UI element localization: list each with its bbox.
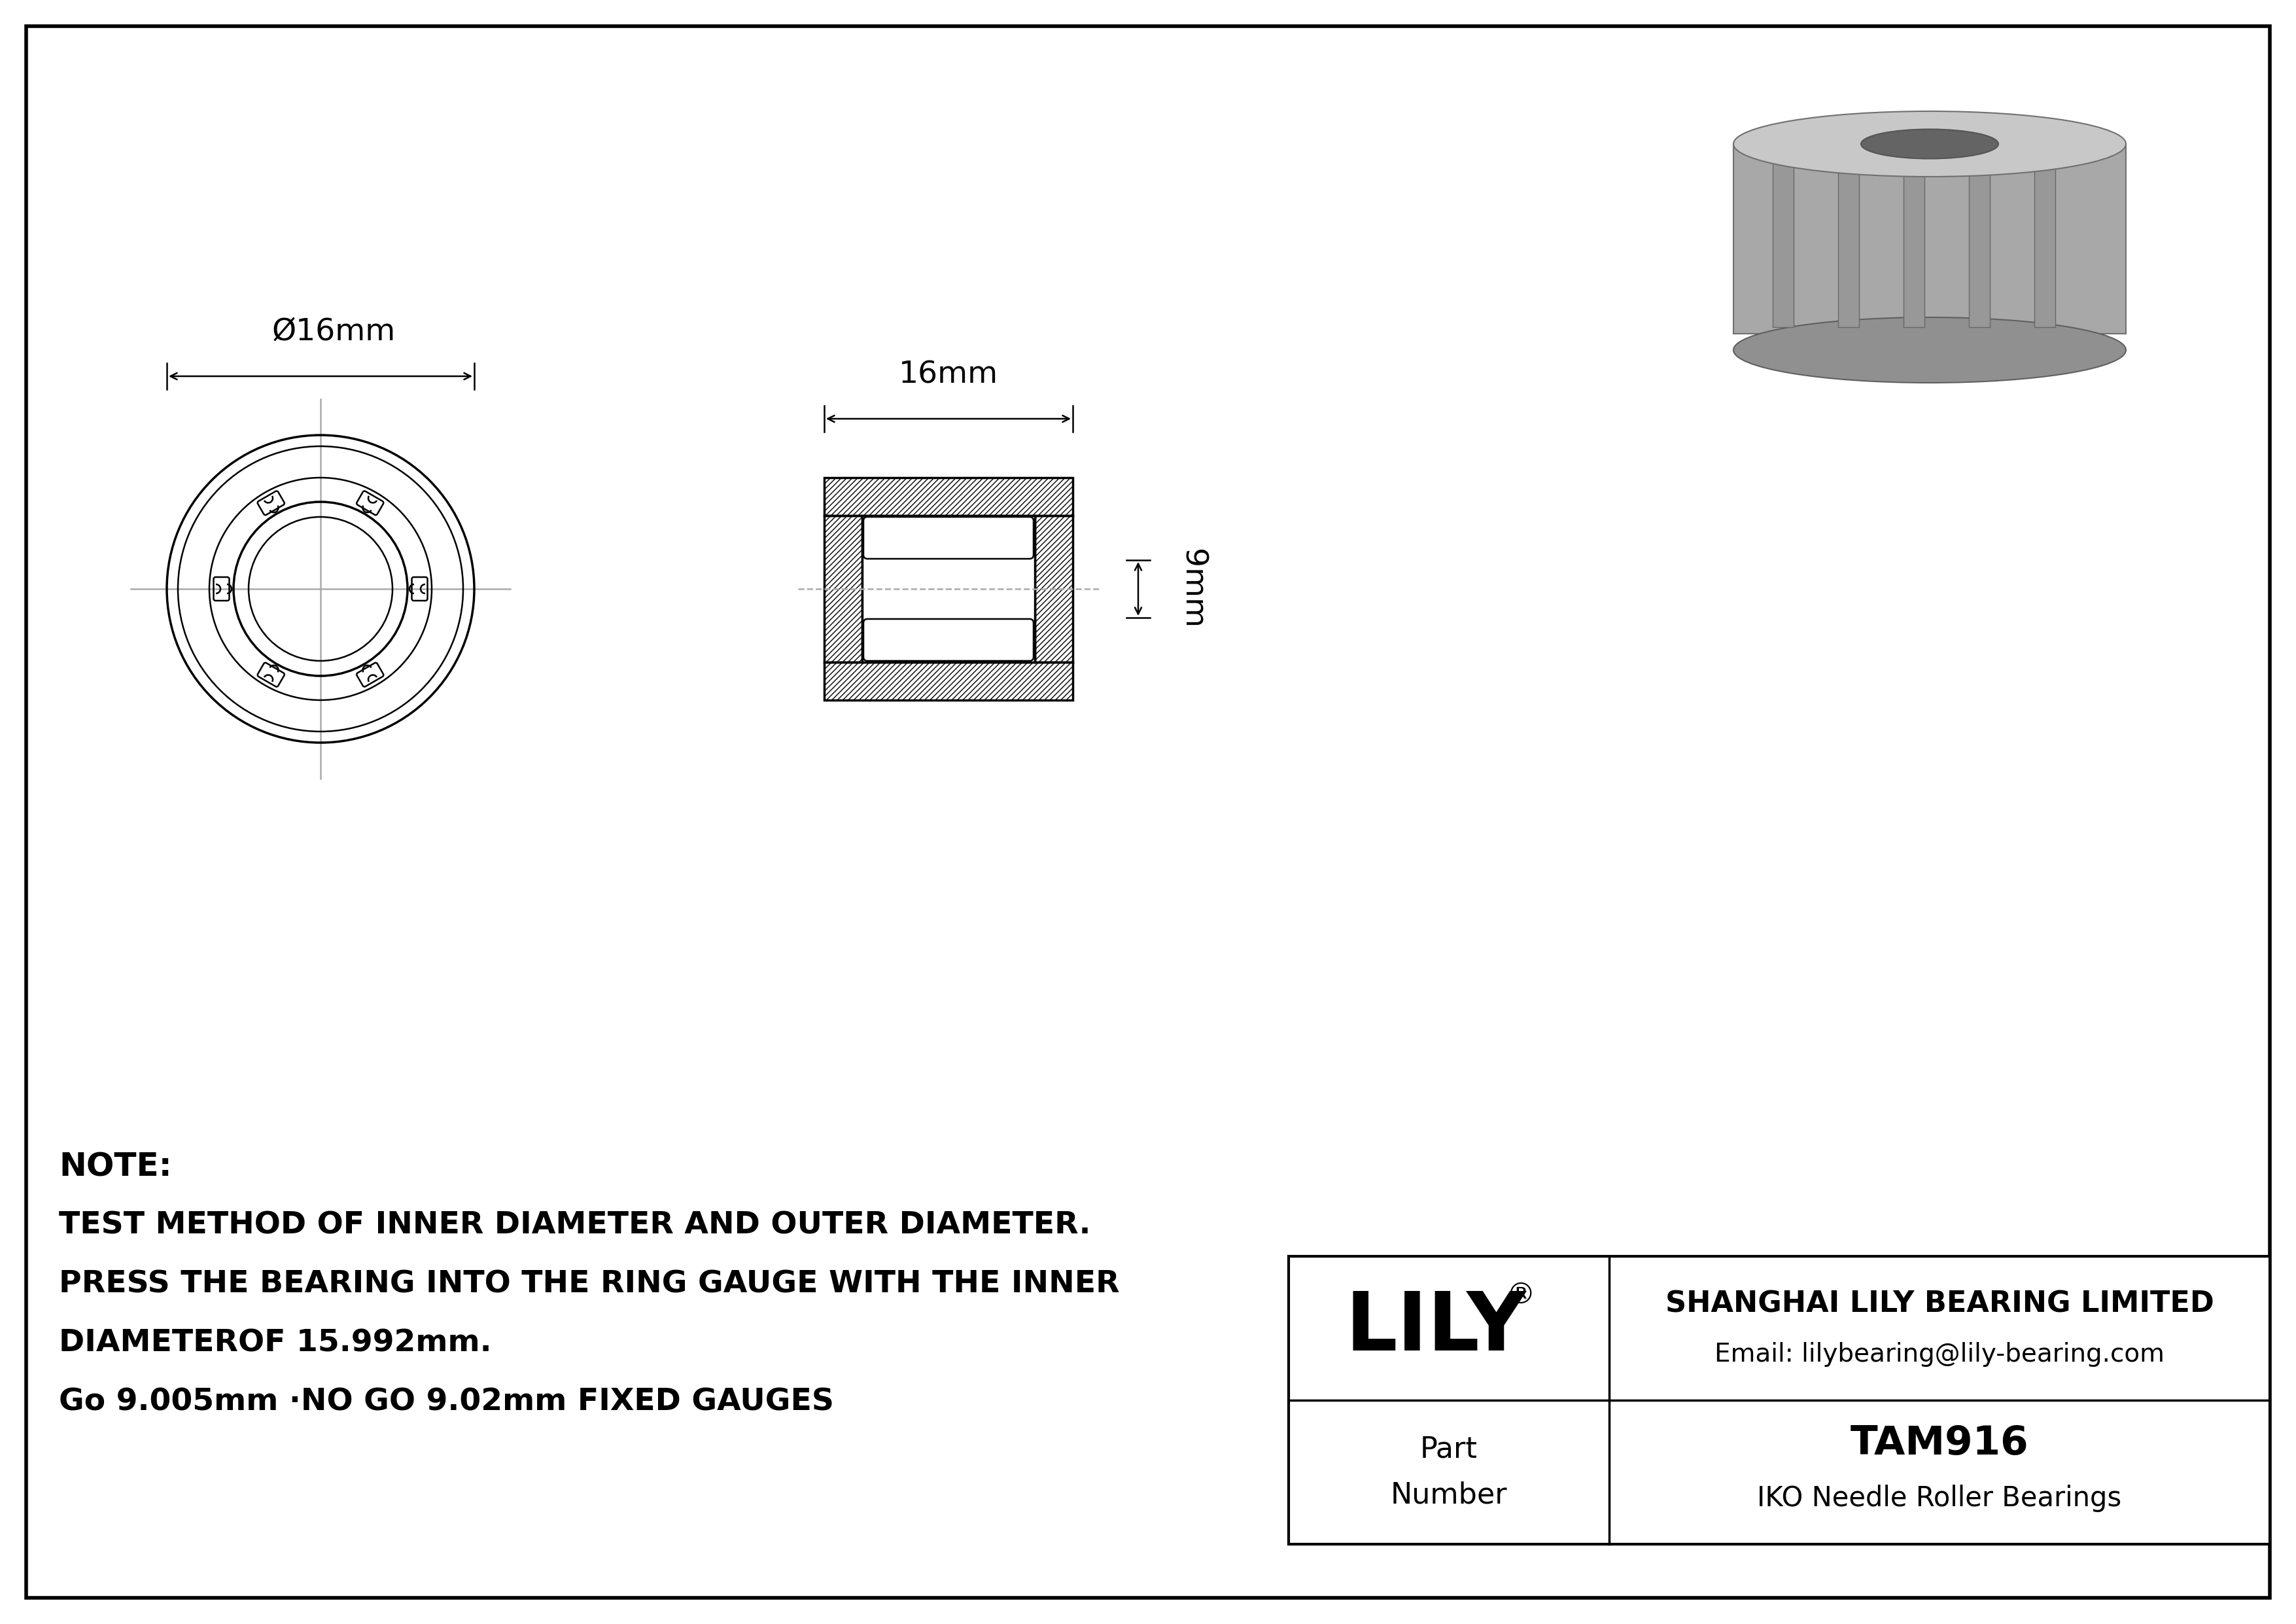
Text: TEST METHOD OF INNER DIAMETER AND OUTER DIAMETER.: TEST METHOD OF INNER DIAMETER AND OUTER … [60,1210,1091,1239]
Text: TAM916: TAM916 [1851,1424,2030,1463]
Text: ®: ® [1506,1281,1536,1309]
Ellipse shape [1733,317,2126,383]
Bar [824,515,861,663]
FancyBboxPatch shape [863,516,1033,559]
Bar [1035,515,1072,663]
Text: Email: lilybearing@lily-bearing.com: Email: lilybearing@lily-bearing.com [1715,1341,2165,1366]
Text: 9mm: 9mm [1178,549,1208,628]
Text: LILY: LILY [1345,1289,1527,1367]
Text: SHANGHAI LILY BEARING LIMITED: SHANGHAI LILY BEARING LIMITED [1665,1289,2213,1317]
FancyBboxPatch shape [863,619,1033,661]
Bar [1773,158,1793,326]
Ellipse shape [1733,110,2126,177]
Text: 16mm: 16mm [898,361,999,390]
Text: NOTE:: NOTE: [60,1151,172,1182]
Bar [861,515,1035,663]
Text: PRESS THE BEARING INTO THE RING GAUGE WITH THE INNER: PRESS THE BEARING INTO THE RING GAUGE WI… [60,1270,1120,1299]
Text: Go 9.005mm ·NO GO 9.02mm FIXED GAUGES: Go 9.005mm ·NO GO 9.02mm FIXED GAUGES [60,1387,833,1416]
Bar [1288,1257,2271,1544]
Ellipse shape [1862,130,1998,159]
Bar [1839,158,1860,326]
Bar [1035,515,1072,663]
Bar [824,477,1072,515]
Bar [824,515,861,663]
Bar [1970,158,1991,326]
Bar [824,663,1072,700]
Text: Ø16mm: Ø16mm [271,317,395,348]
Bar [2034,158,2055,326]
Text: IKO Needle Roller Bearings: IKO Needle Roller Bearings [1756,1484,2122,1512]
Bar [824,477,1072,515]
Bar [824,663,1072,700]
Bar [824,477,1072,515]
Text: DIAMETEROF 15.992mm.: DIAMETEROF 15.992mm. [60,1328,491,1358]
Bar [1035,515,1072,663]
Bar [1903,158,1924,326]
Text: Part
Number: Part Number [1391,1436,1506,1509]
Bar [1733,145,2126,333]
Bar [824,515,861,663]
Bar [824,663,1072,700]
